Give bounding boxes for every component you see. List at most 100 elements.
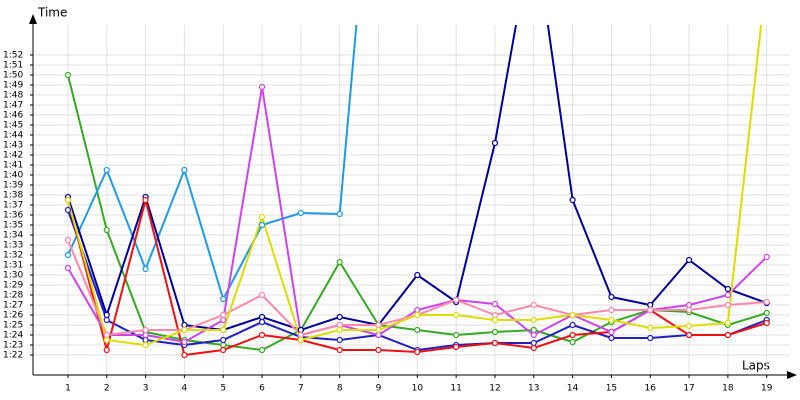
x-tick-label: 15 — [606, 384, 617, 394]
point — [64, 196, 72, 204]
point — [569, 331, 576, 339]
x-tick-label: 4 — [182, 384, 188, 394]
point — [297, 326, 304, 334]
point — [491, 300, 499, 308]
y-tick-label: 1:27 — [3, 301, 23, 311]
point — [414, 311, 421, 319]
y-tick-label: 1:45 — [3, 121, 23, 131]
x-tick-label: 18 — [722, 384, 734, 394]
point — [336, 313, 343, 321]
x-tick-label: 17 — [683, 384, 694, 394]
point — [685, 331, 693, 339]
point — [685, 322, 693, 330]
y-tick-label: 1:36 — [3, 211, 23, 221]
y-tick-label: 1:31 — [3, 261, 23, 271]
y-tick-label: 1:40 — [3, 171, 23, 181]
x-tick-label: 2 — [104, 384, 110, 394]
point — [724, 301, 731, 309]
y-tick-label: 1:33 — [3, 241, 23, 251]
point — [220, 316, 227, 324]
point — [258, 83, 266, 91]
point — [258, 346, 266, 354]
point — [530, 326, 537, 334]
x-tick-label: 11 — [450, 384, 461, 394]
point — [763, 298, 770, 306]
point — [258, 313, 266, 321]
point — [724, 285, 731, 293]
x-axis-label: Laps — [742, 359, 770, 373]
point — [491, 316, 499, 324]
x-tick-label: 1 — [65, 384, 71, 394]
point — [220, 346, 227, 354]
point — [103, 166, 110, 174]
point — [375, 326, 382, 334]
point — [181, 321, 188, 329]
point — [453, 311, 460, 319]
y-tick-label: 1:46 — [3, 111, 23, 121]
point — [142, 336, 149, 344]
y-tick-label: 1:51 — [3, 61, 23, 71]
point — [336, 346, 343, 354]
point — [724, 319, 731, 327]
point — [763, 319, 770, 327]
point — [569, 321, 576, 329]
point — [220, 341, 227, 349]
point — [414, 348, 421, 356]
y-tick-label: 1:30 — [3, 271, 23, 281]
y-tick-label: 1:49 — [3, 81, 23, 91]
point — [491, 328, 499, 336]
y-tick-label: 1:48 — [3, 91, 23, 101]
point — [647, 306, 654, 314]
point — [258, 291, 266, 299]
point — [297, 331, 304, 339]
y-tick-label: 1:44 — [3, 131, 23, 141]
point — [181, 338, 188, 346]
point — [530, 339, 537, 347]
point — [258, 213, 266, 221]
point — [453, 343, 460, 351]
point — [685, 306, 693, 314]
point — [64, 251, 72, 259]
point — [103, 346, 110, 354]
point — [647, 301, 654, 309]
y-tick-label: 1:23 — [3, 341, 23, 351]
x-tick-label: 7 — [298, 384, 304, 394]
x-tick-label: 14 — [567, 384, 579, 394]
point — [685, 256, 693, 264]
y-tick-label: 1:29 — [3, 281, 23, 291]
point — [181, 326, 188, 334]
point — [608, 334, 615, 342]
point — [64, 71, 72, 79]
point — [64, 264, 72, 272]
y-tick-label: 1:28 — [3, 291, 23, 301]
point — [647, 324, 654, 332]
point — [530, 344, 537, 352]
x-tick-label: 8 — [337, 384, 343, 394]
y-tick-label: 1:50 — [3, 71, 23, 81]
point — [258, 221, 266, 229]
point — [608, 328, 615, 336]
point — [530, 301, 537, 309]
y-tick-label: 1:26 — [3, 311, 23, 321]
point — [103, 316, 110, 324]
point — [724, 291, 731, 299]
point — [103, 226, 110, 234]
point — [142, 196, 149, 204]
point — [414, 326, 421, 334]
point — [64, 206, 72, 214]
y-tick-label: 1:35 — [3, 221, 23, 231]
x-arrow — [787, 371, 797, 379]
x-tick-label: 16 — [645, 384, 657, 394]
y-axis-label: Time — [37, 6, 67, 20]
point — [220, 336, 227, 344]
y-tick-label: 1:41 — [3, 161, 23, 171]
point — [608, 316, 615, 324]
point — [258, 318, 266, 326]
y-tick-label: 1:39 — [3, 181, 23, 191]
point — [569, 311, 576, 319]
point — [181, 166, 188, 174]
point — [64, 236, 72, 244]
point — [375, 346, 382, 354]
x-tick-label: 19 — [761, 384, 773, 394]
y-tick-label: 1:25 — [3, 321, 23, 331]
